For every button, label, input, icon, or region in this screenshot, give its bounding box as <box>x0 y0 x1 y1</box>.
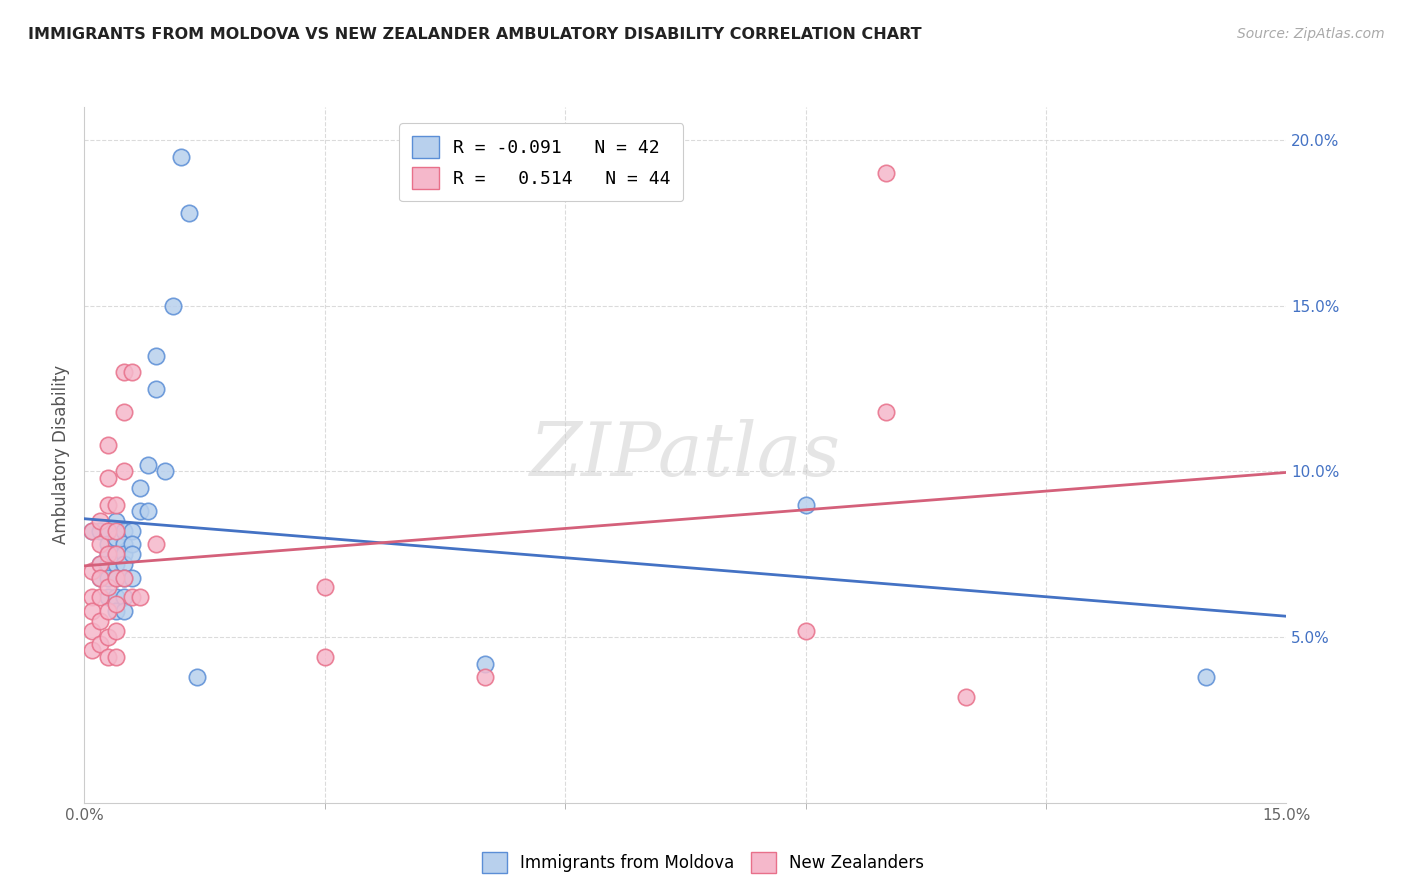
Point <box>89 570 111 584</box>
Point <box>121 537 143 551</box>
Point <box>89 570 111 584</box>
Point <box>114 365 135 379</box>
Point <box>82 604 104 618</box>
Point <box>955 690 977 704</box>
Point <box>82 591 104 605</box>
Point <box>474 670 496 684</box>
Point <box>82 643 104 657</box>
Point <box>105 624 128 638</box>
Point <box>105 570 128 584</box>
Point <box>121 547 143 561</box>
Text: IMMIGRANTS FROM MOLDOVA VS NEW ZEALANDER AMBULATORY DISABILITY CORRELATION CHART: IMMIGRANTS FROM MOLDOVA VS NEW ZEALANDER… <box>28 27 922 42</box>
Point <box>97 630 120 644</box>
Point <box>97 537 120 551</box>
Point <box>89 558 111 572</box>
Point <box>82 624 104 638</box>
Point <box>114 524 135 538</box>
Point <box>105 514 128 528</box>
Point <box>145 537 167 551</box>
Point <box>114 570 135 584</box>
Point <box>114 537 135 551</box>
Point <box>105 604 128 618</box>
Point <box>138 504 160 518</box>
Point <box>97 498 120 512</box>
Point <box>97 558 120 572</box>
Point <box>794 498 817 512</box>
Point <box>875 405 897 419</box>
Point <box>105 597 128 611</box>
Point <box>97 591 120 605</box>
Point <box>105 498 128 512</box>
Point <box>105 547 128 561</box>
Point <box>314 650 336 665</box>
Point <box>114 591 135 605</box>
Point <box>105 650 128 665</box>
Point <box>89 558 111 572</box>
Point <box>97 570 120 584</box>
Point <box>97 547 120 561</box>
Point <box>114 604 135 618</box>
Point <box>153 465 176 479</box>
Point <box>82 524 104 538</box>
Point <box>314 581 336 595</box>
Point <box>121 365 143 379</box>
Point <box>114 558 135 572</box>
Point <box>129 504 152 518</box>
Point <box>121 591 143 605</box>
Point <box>145 349 167 363</box>
Point <box>97 471 120 485</box>
Point <box>129 591 152 605</box>
Text: ZIPatlas: ZIPatlas <box>530 418 841 491</box>
Point <box>794 624 817 638</box>
Point <box>97 524 120 538</box>
Point <box>89 537 111 551</box>
Point <box>89 524 111 538</box>
Point <box>138 458 160 472</box>
Point <box>114 547 135 561</box>
Legend: R = -0.091   N = 42, R =   0.514   N = 44: R = -0.091 N = 42, R = 0.514 N = 44 <box>399 123 683 202</box>
Point <box>105 570 128 584</box>
Point <box>97 650 120 665</box>
Point <box>177 206 200 220</box>
Text: Source: ZipAtlas.com: Source: ZipAtlas.com <box>1237 27 1385 41</box>
Point <box>145 382 167 396</box>
Point <box>875 166 897 180</box>
Point <box>114 570 135 584</box>
Point <box>97 547 120 561</box>
Point <box>105 591 128 605</box>
Point <box>169 150 191 164</box>
Legend: Immigrants from Moldova, New Zealanders: Immigrants from Moldova, New Zealanders <box>475 846 931 880</box>
Point <box>114 465 135 479</box>
Point <box>121 524 143 538</box>
Point <box>82 564 104 578</box>
Point <box>97 438 120 452</box>
Point <box>105 558 128 572</box>
Point <box>1195 670 1218 684</box>
Point <box>114 405 135 419</box>
Point <box>474 657 496 671</box>
Point <box>97 524 120 538</box>
Point <box>82 524 104 538</box>
Point <box>121 570 143 584</box>
Point <box>105 524 128 538</box>
Point <box>97 581 120 595</box>
Point <box>97 604 120 618</box>
Point <box>105 547 128 561</box>
Point <box>129 481 152 495</box>
Point <box>89 591 111 605</box>
Point <box>89 514 111 528</box>
Point <box>162 299 184 313</box>
Point <box>89 614 111 628</box>
Point <box>105 531 128 545</box>
Point <box>186 670 208 684</box>
Point <box>89 637 111 651</box>
Y-axis label: Ambulatory Disability: Ambulatory Disability <box>52 366 70 544</box>
